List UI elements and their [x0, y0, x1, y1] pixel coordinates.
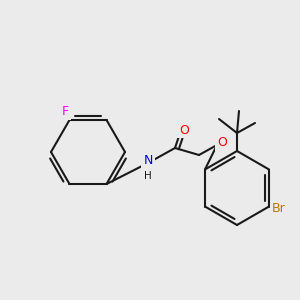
Text: N: N — [143, 154, 153, 167]
Text: F: F — [62, 106, 69, 118]
Text: O: O — [179, 124, 189, 136]
Text: O: O — [217, 136, 227, 149]
Text: Br: Br — [272, 202, 286, 215]
Text: H: H — [144, 171, 152, 181]
